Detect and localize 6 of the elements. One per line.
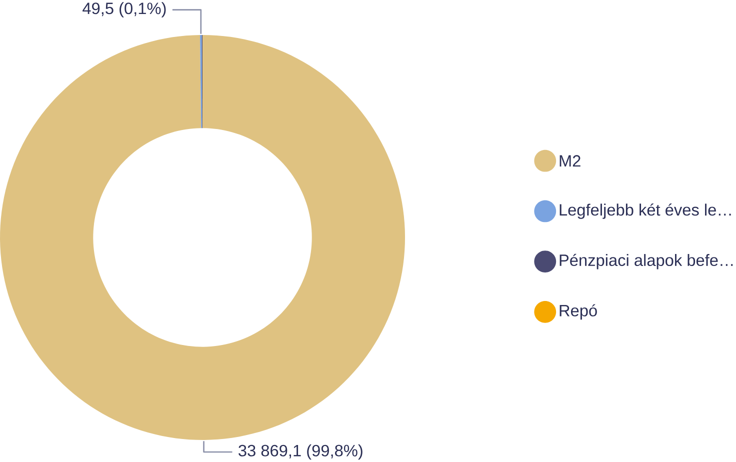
data-label: 49,5 (0,1%) [82, 2, 166, 18]
legend-label: Legfeljebb két éves le… [560, 204, 731, 219]
legend-label: M2 [560, 155, 580, 167]
legend-label: Repó [560, 304, 597, 320]
data-label: 33 869,1 (99,8%) [238, 444, 362, 460]
legend-label: Pénzpiaci alapok befe… [560, 254, 733, 270]
